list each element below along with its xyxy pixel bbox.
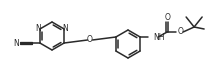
- Text: N: N: [63, 24, 69, 33]
- Text: O: O: [177, 27, 183, 36]
- Text: O: O: [87, 35, 93, 45]
- Text: O: O: [164, 13, 170, 22]
- Text: NH: NH: [153, 32, 165, 42]
- Text: N: N: [13, 38, 19, 48]
- Text: N: N: [36, 24, 41, 33]
